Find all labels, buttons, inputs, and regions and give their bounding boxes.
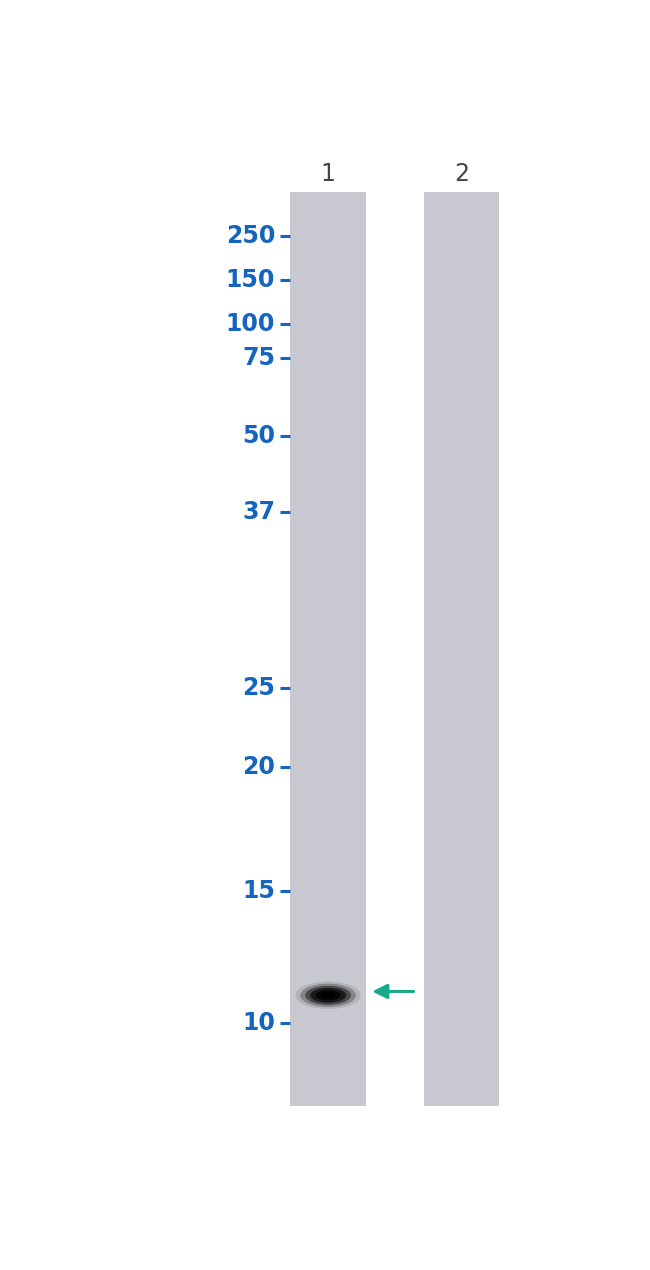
Text: 2: 2 (454, 161, 469, 185)
Ellipse shape (316, 991, 341, 1001)
Bar (291, 192, 366, 1106)
Ellipse shape (300, 984, 356, 1007)
Ellipse shape (321, 992, 335, 998)
Text: 25: 25 (242, 677, 275, 700)
Text: 75: 75 (242, 345, 275, 370)
Text: 150: 150 (226, 268, 275, 292)
Bar (424, 192, 499, 1106)
Text: 100: 100 (226, 311, 275, 335)
Text: 37: 37 (242, 500, 275, 525)
Text: 1: 1 (320, 161, 335, 185)
Text: 15: 15 (242, 879, 275, 903)
Ellipse shape (310, 988, 346, 1003)
Ellipse shape (295, 982, 361, 1010)
Ellipse shape (305, 986, 351, 1005)
Text: 20: 20 (242, 754, 275, 779)
Text: 250: 250 (226, 224, 275, 248)
Text: 50: 50 (242, 424, 275, 448)
Text: 10: 10 (242, 1011, 275, 1035)
